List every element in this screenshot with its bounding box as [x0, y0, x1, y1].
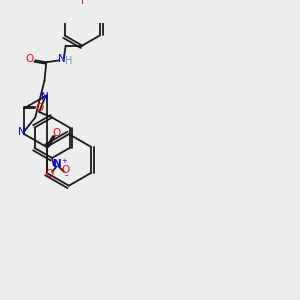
Text: O: O [45, 169, 53, 179]
Text: O: O [26, 54, 34, 64]
Text: O: O [52, 128, 61, 138]
Text: O: O [36, 103, 44, 113]
Text: N: N [19, 127, 26, 137]
Text: -: - [64, 171, 68, 181]
Text: H: H [65, 56, 72, 66]
Text: N: N [53, 159, 62, 169]
Text: N: N [41, 92, 49, 102]
Text: N: N [58, 54, 66, 64]
Text: +: + [61, 158, 67, 164]
Text: O: O [62, 165, 70, 175]
Text: F: F [81, 0, 87, 6]
